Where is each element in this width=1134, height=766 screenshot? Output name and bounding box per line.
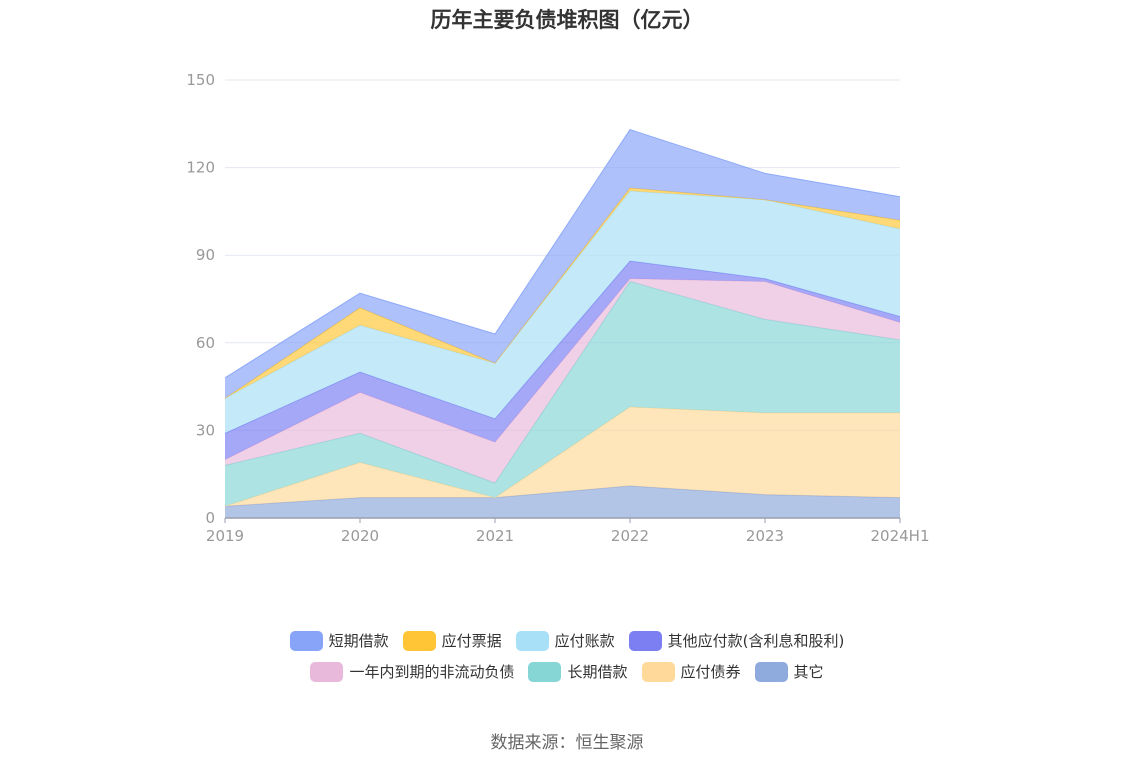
area-series [224, 129, 901, 518]
legend-label: 其它 [793, 663, 824, 681]
legend-row: 短期借款 应付票据 应付账款 其他应付款(含利息和股利) [0, 630, 1134, 651]
legend-item[interactable]: 一年内到期的非流动负债 [310, 661, 514, 682]
legend-swatch [628, 630, 662, 651]
legend-swatch [515, 630, 549, 651]
area-series-1 [225, 407, 900, 507]
x-tick-label: 2021 [476, 527, 514, 545]
stacked-area-chart: 0 30 60 90 120 150 2019 2020 2021 2022 2023 2024H1 [186, 71, 929, 545]
legend-swatch [754, 661, 788, 682]
legend-label: 短期借款 [328, 632, 389, 650]
legend-item[interactable]: 其他应付款(含利息和股利) [628, 630, 845, 651]
y-tick-label: 90 [196, 246, 215, 264]
legend-label: 长期借款 [567, 663, 628, 681]
legend-swatch [528, 661, 562, 682]
legend-item[interactable]: 应付票据 [402, 630, 502, 651]
legend-item[interactable]: 长期借款 [528, 661, 628, 682]
legend-label: 一年内到期的非流动负债 [349, 663, 515, 681]
chart-title: 历年主要负债堆积图（亿元） [430, 8, 704, 32]
legend-label: 其他应付款(含利息和股利) [667, 632, 845, 650]
legend-item[interactable]: 应付债券 [641, 661, 741, 682]
area-series-2 [225, 281, 900, 507]
area-series-edge-7 [224, 129, 901, 379]
legend-swatch [310, 661, 344, 682]
legend: 短期借款 应付票据 应付账款 其他应付款(含利息和股利) 一年内到期的非流动负债 长期借款… [0, 630, 1134, 692]
y-tick-label: 0 [205, 509, 215, 527]
y-tick-label: 60 [196, 334, 215, 352]
x-tick-label: 2019 [206, 527, 244, 545]
area-series-0 [225, 485, 900, 518]
x-tick-label: 2022 [611, 527, 649, 545]
area-series-5 [225, 191, 900, 434]
legend-swatch [641, 661, 675, 682]
x-tick-label: 2020 [341, 527, 379, 545]
area-series-4 [225, 261, 900, 460]
source-note: 数据来源：恒生聚源 [490, 733, 644, 753]
axes: 0 30 60 90 120 150 2019 2020 2021 2022 2023 2024H1 [186, 71, 929, 545]
legend-item[interactable]: 应付账款 [515, 630, 615, 651]
x-tick-label: 2023 [746, 527, 784, 545]
x-tick-label: 2024H1 [871, 527, 930, 545]
legend-label: 应付账款 [554, 632, 615, 650]
legend-row: 一年内到期的非流动负债 长期借款 应付债券 其它 [0, 661, 1134, 682]
legend-label: 应付债券 [680, 663, 741, 681]
legend-item[interactable]: 其它 [754, 661, 824, 682]
legend-label: 应付票据 [441, 632, 502, 650]
area-series-7 [225, 129, 900, 399]
legend-swatch [289, 630, 323, 651]
y-tick-label: 120 [186, 159, 215, 177]
y-tick-label: 150 [186, 71, 215, 89]
area-series-3 [225, 278, 900, 483]
legend-swatch [402, 630, 436, 651]
legend-item[interactable]: 短期借款 [289, 630, 389, 651]
y-tick-label: 30 [196, 421, 215, 439]
